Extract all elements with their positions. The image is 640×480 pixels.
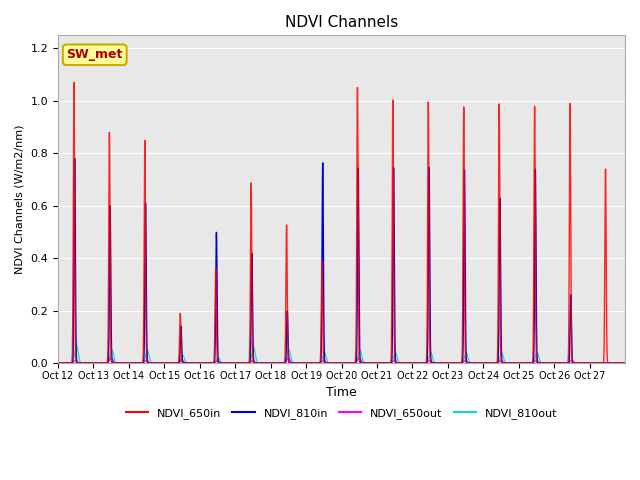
Legend: NDVI_650in, NDVI_810in, NDVI_650out, NDVI_810out: NDVI_650in, NDVI_810in, NDVI_650out, NDV… (122, 403, 562, 423)
Text: SW_met: SW_met (67, 48, 123, 61)
X-axis label: Time: Time (326, 386, 357, 399)
Title: NDVI Channels: NDVI Channels (285, 15, 398, 30)
Y-axis label: NDVI Channels (W/m2/nm): NDVI Channels (W/m2/nm) (15, 124, 25, 274)
